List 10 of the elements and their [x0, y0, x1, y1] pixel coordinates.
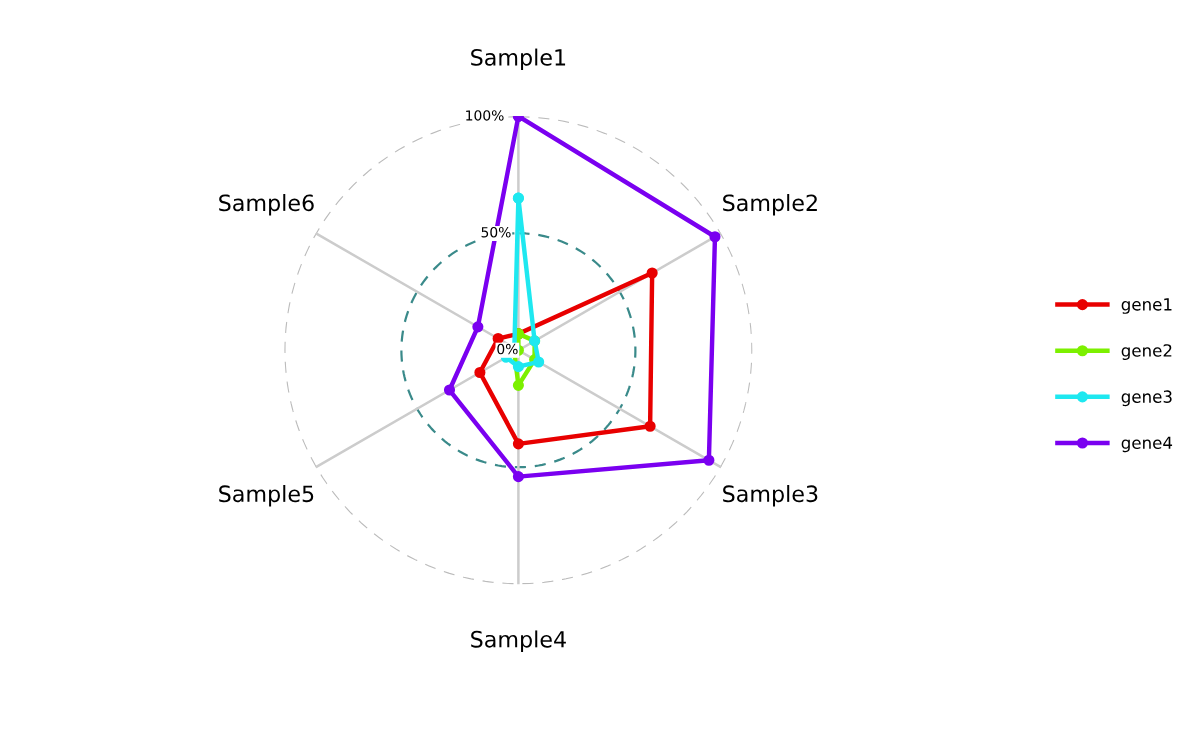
spoke-label: Sample2	[723, 194, 817, 216]
spoke-label: Sample5	[219, 484, 314, 507]
spoke-label: Sample6	[219, 194, 314, 216]
spoke-label: Sample3	[723, 484, 818, 507]
legend-label: gene1	[1121, 298, 1172, 314]
spoke-label: Sample4	[471, 630, 566, 652]
legend-label: gene2	[1121, 344, 1172, 360]
legend-label: gene4	[1121, 436, 1173, 453]
legend-label: gene3	[1121, 390, 1172, 407]
spoke-label: Sample1	[471, 48, 566, 71]
